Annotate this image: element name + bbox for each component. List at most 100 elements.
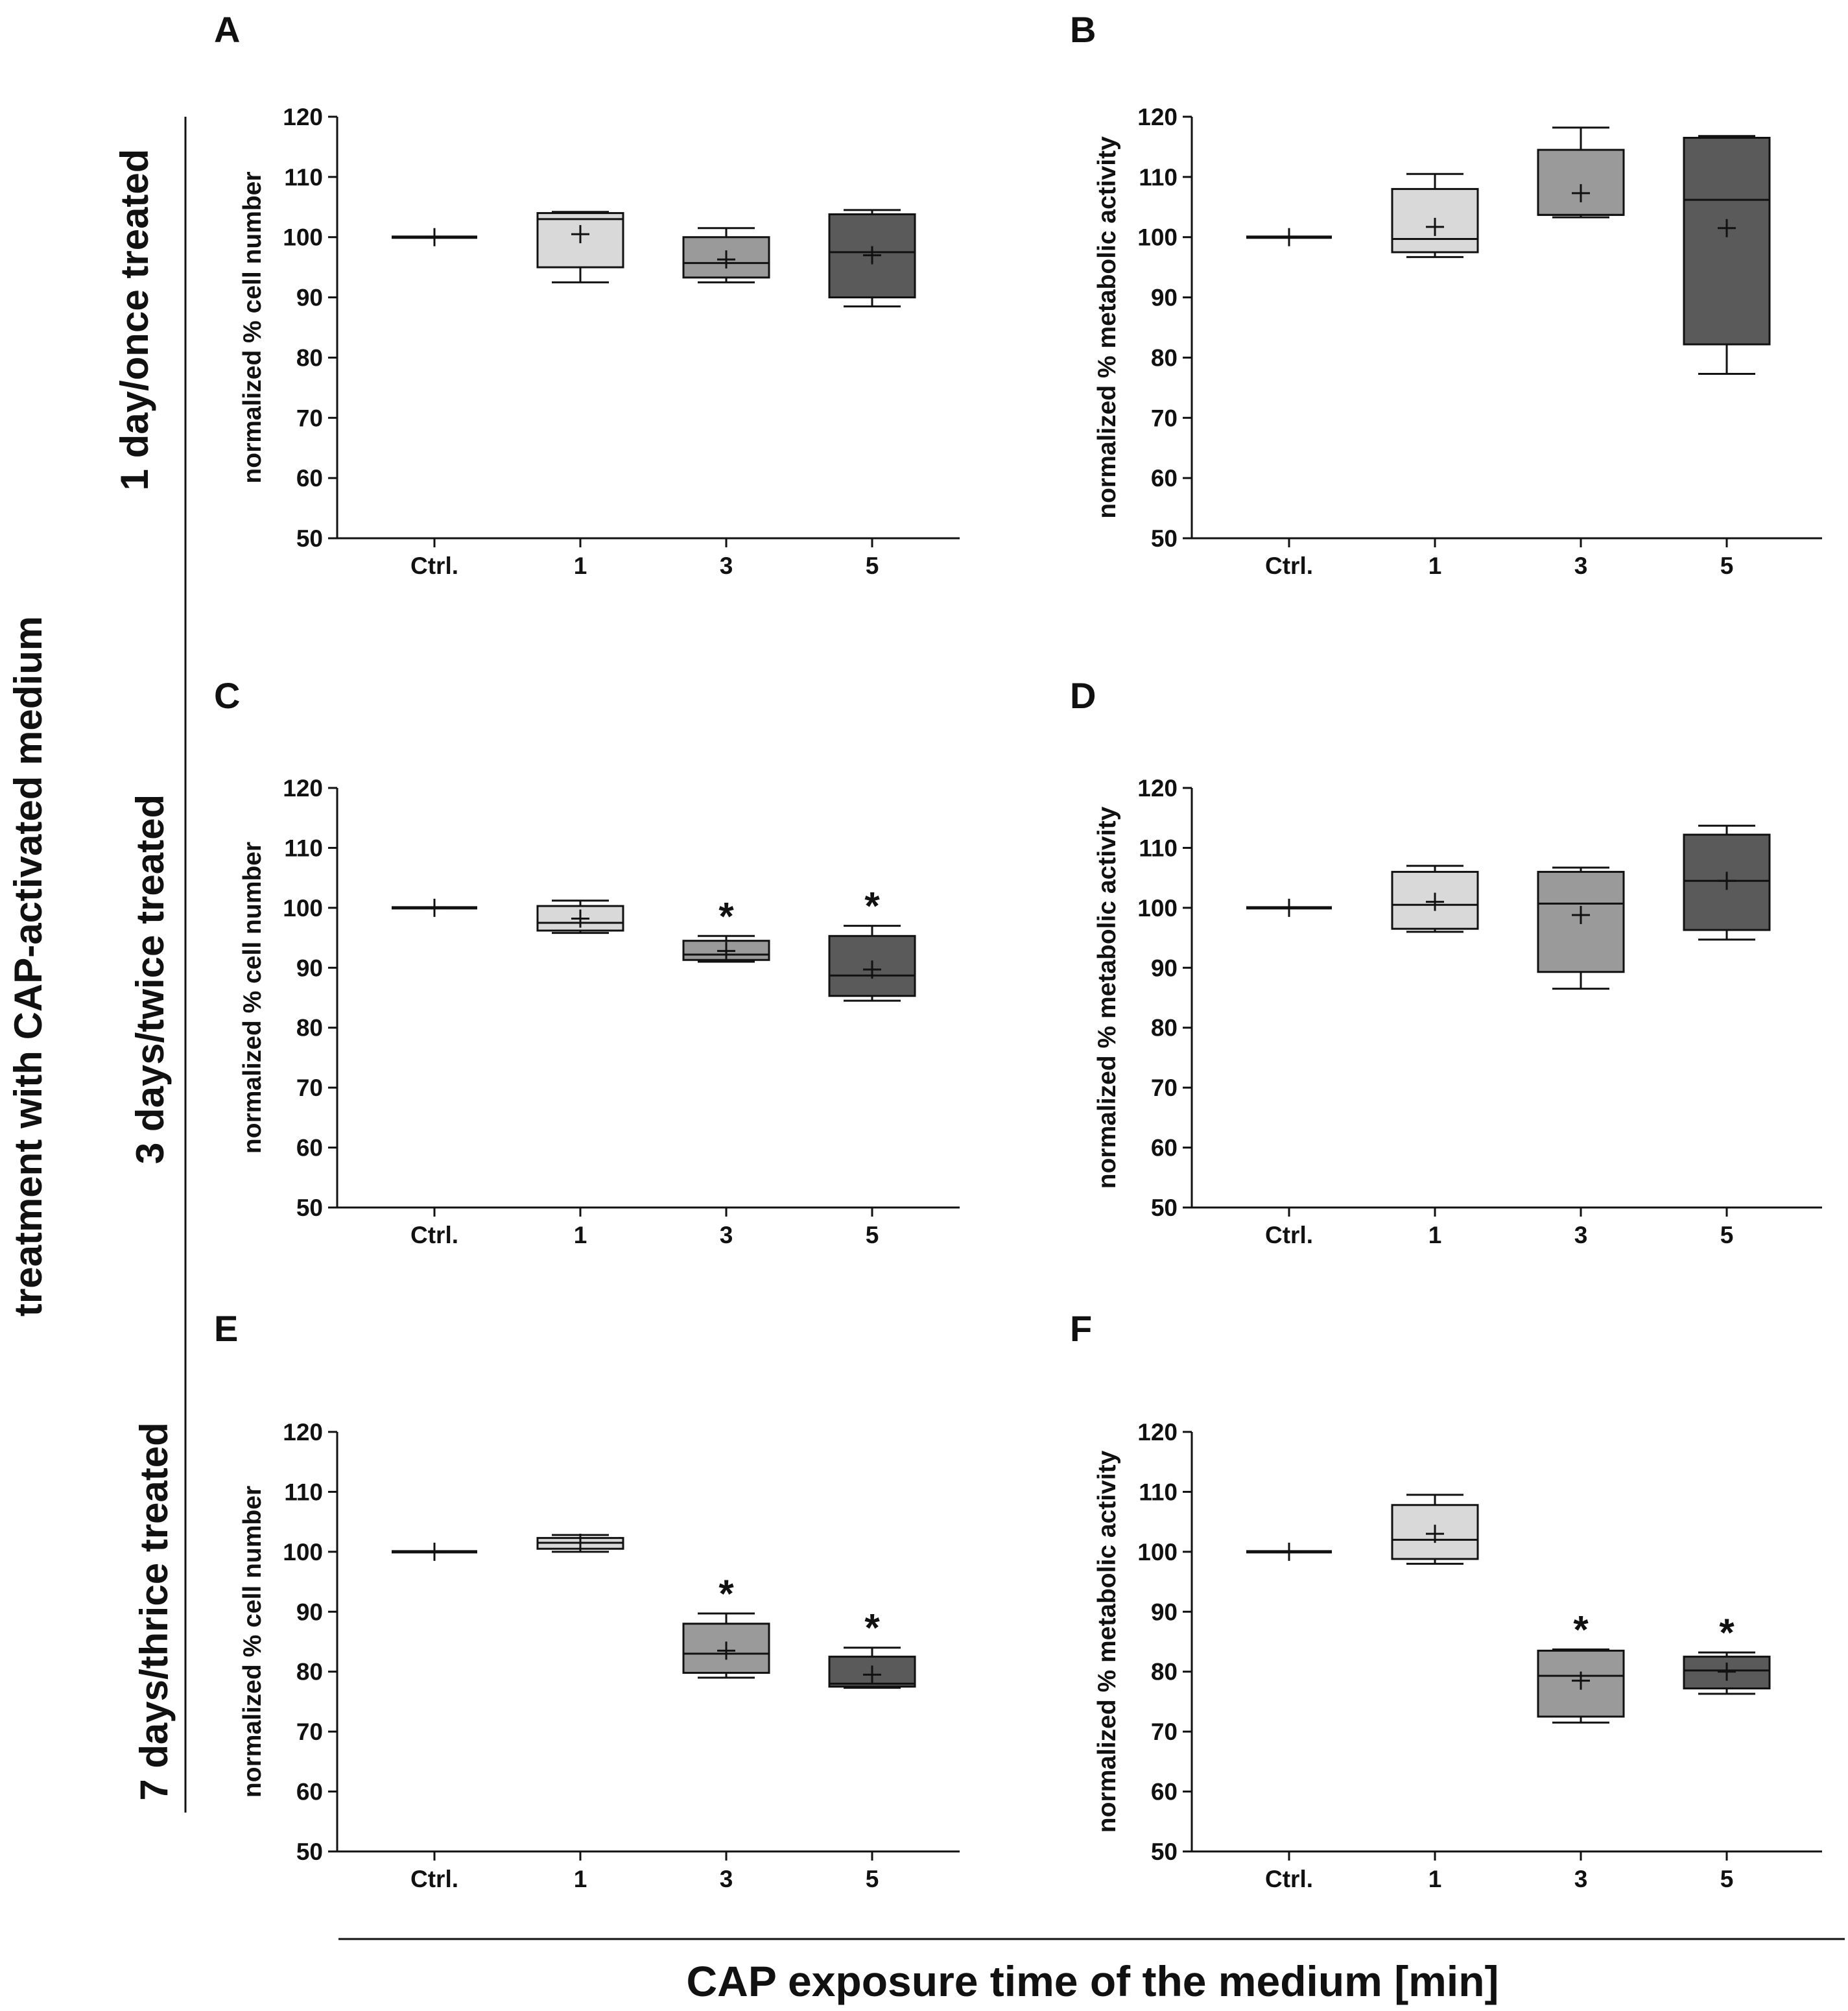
- y-tick-label: 50: [1151, 1195, 1178, 1221]
- box-rect: [1537, 870, 1625, 973]
- y-tick-label: 50: [296, 1838, 323, 1865]
- box-ctrl: [392, 898, 477, 917]
- x-tick-label: 5: [1720, 553, 1734, 579]
- y-axis-title: normalized % metabolic activity: [1093, 806, 1121, 1189]
- y-tick-label: 110: [284, 1479, 323, 1505]
- box-1-min: [536, 899, 624, 934]
- y-axis-title: normalized % metabolic activity: [1093, 1450, 1121, 1833]
- box-ctrl: [392, 1542, 477, 1561]
- y-tick-label: 100: [1137, 1539, 1178, 1565]
- x-tick-label: 3: [1574, 1222, 1588, 1248]
- box-1-min: [1391, 173, 1479, 258]
- x-tick-label: 5: [866, 1866, 879, 1892]
- y-tick-label: 70: [1151, 1719, 1178, 1745]
- box-ctrl: [1246, 1542, 1332, 1561]
- x-tick-label: 3: [720, 553, 733, 579]
- y-tick-label: 50: [1151, 525, 1178, 552]
- y-tick-label: 80: [1151, 344, 1178, 371]
- y-tick-label: 80: [296, 1659, 323, 1685]
- y-tick-label: 110: [1139, 164, 1178, 191]
- y-tick-label: 120: [283, 104, 323, 130]
- y-tick-label: 50: [296, 525, 323, 552]
- box-5-min: [1683, 135, 1771, 375]
- x-tick-label: 5: [1720, 1222, 1734, 1248]
- y-tick-label: 80: [296, 344, 323, 371]
- box-3-min: [1537, 866, 1625, 990]
- panel-letter: E: [214, 1308, 238, 1349]
- box-3-min: *: [682, 1572, 770, 1679]
- box-ctrl: [1246, 228, 1332, 246]
- y-tick-label: 110: [1139, 835, 1178, 861]
- y-tick-label: 80: [1151, 1659, 1178, 1685]
- x-tick-label: Ctrl.: [410, 1222, 458, 1248]
- box-1-min: [1391, 864, 1479, 933]
- panel-letter: C: [214, 675, 240, 716]
- y-tick-label: 100: [1137, 895, 1178, 922]
- box-3-min: [1537, 126, 1625, 219]
- x-tick-label: 1: [574, 1866, 587, 1892]
- y-axis-title: normalized % metabolic activity: [1093, 136, 1121, 519]
- x-tick-label: Ctrl.: [1265, 553, 1313, 579]
- x-tick-label: 5: [866, 553, 879, 579]
- x-tick-label: 1: [1428, 1866, 1442, 1892]
- y-tick-label: 100: [1137, 224, 1178, 251]
- x-tick-label: 1: [1428, 553, 1442, 579]
- box-1-min: [536, 1533, 624, 1553]
- y-tick-label: 60: [296, 1135, 323, 1161]
- box-1-min: [1391, 1493, 1479, 1565]
- y-tick-label: 70: [1151, 1075, 1178, 1101]
- box-3-min: *: [682, 894, 770, 963]
- y-tick-label: 90: [296, 1599, 323, 1625]
- y-tick-label: 100: [283, 895, 323, 922]
- box-5-min: *: [828, 885, 916, 1002]
- y-tick-label: 100: [283, 1539, 323, 1565]
- significance-star: *: [1573, 1608, 1589, 1652]
- y-tick-label: 120: [283, 1419, 323, 1446]
- y-tick-label: 110: [284, 835, 323, 861]
- x-tick-label: Ctrl.: [410, 1866, 458, 1892]
- panel-letter: D: [1070, 675, 1096, 716]
- panel-letter: F: [1070, 1308, 1092, 1349]
- y-tick-label: 120: [1137, 104, 1178, 130]
- x-tick-label: Ctrl.: [1265, 1222, 1313, 1248]
- row-label-2: 3 days/twice treated: [128, 794, 172, 1164]
- y-tick-label: 90: [1151, 955, 1178, 981]
- box-1-min: [536, 211, 624, 283]
- box-5-min: [828, 209, 916, 307]
- significance-star: *: [1719, 1611, 1735, 1654]
- x-tick-label: Ctrl.: [410, 553, 458, 579]
- x-common-label: CAP exposure time of the medium [min]: [687, 1957, 1499, 2005]
- y-tick-label: 60: [296, 1779, 323, 1805]
- y-tick-label: 90: [1151, 285, 1178, 311]
- y-tick-label: 90: [1151, 1599, 1178, 1625]
- box-5-min: *: [1683, 1611, 1771, 1695]
- significance-star: *: [718, 894, 734, 938]
- x-tick-label: 1: [1428, 1222, 1442, 1248]
- y-tick-label: 120: [1137, 775, 1178, 802]
- y-axis-title: normalized % cell number: [239, 171, 267, 483]
- y-axis-title: normalized % cell number: [239, 1486, 267, 1798]
- y-tick-label: 120: [283, 775, 323, 802]
- box-rect: [1537, 149, 1625, 216]
- y-tick-label: 110: [284, 164, 323, 191]
- y-tick-label: 60: [1151, 465, 1178, 492]
- y-tick-label: 100: [283, 224, 323, 251]
- x-tick-label: 3: [720, 1222, 733, 1248]
- significance-star: *: [864, 1606, 880, 1650]
- x-tick-label: 3: [720, 1866, 733, 1892]
- significance-star: *: [864, 885, 880, 928]
- y-tick-label: 70: [296, 1719, 323, 1745]
- x-tick-label: 1: [574, 1222, 587, 1248]
- box-5-min: *: [828, 1606, 916, 1689]
- box-rect: [682, 1623, 770, 1674]
- x-tick-label: Ctrl.: [1265, 1866, 1313, 1892]
- y-tick-label: 70: [296, 1075, 323, 1101]
- y-axis-title: normalized % cell number: [239, 842, 267, 1154]
- box-rect: [1391, 870, 1479, 930]
- row-label-3: 7 days/thrice treated: [132, 1422, 176, 1801]
